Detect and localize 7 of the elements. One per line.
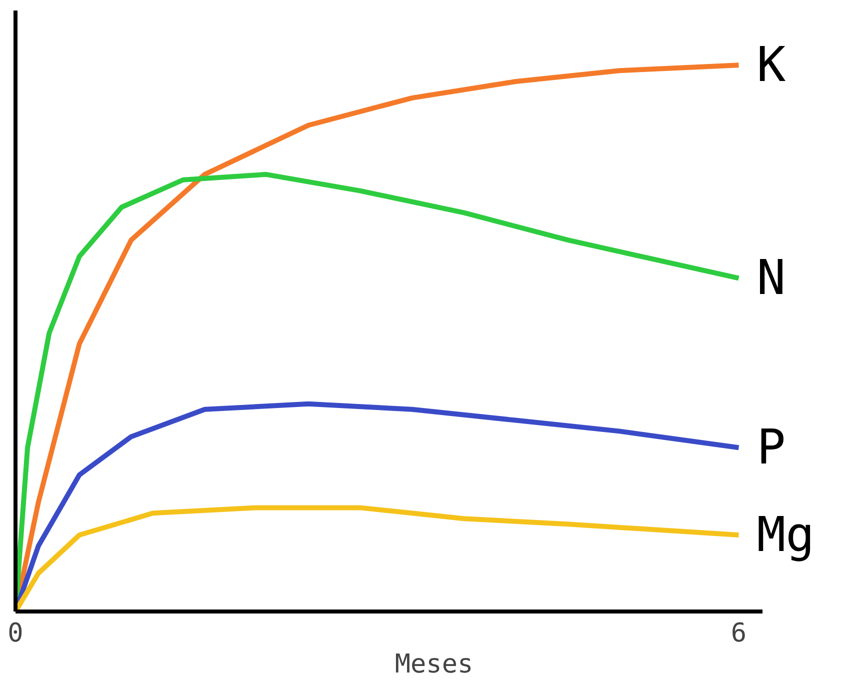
series-label: Mg bbox=[756, 507, 815, 564]
x-axis-title: Meses bbox=[394, 650, 474, 680]
series-label: K bbox=[756, 37, 786, 94]
x-tick-label: 0 bbox=[8, 618, 24, 648]
x-tick-label: 6 bbox=[730, 618, 747, 648]
series-label: P bbox=[756, 420, 786, 476]
series-label: N bbox=[756, 250, 786, 306]
